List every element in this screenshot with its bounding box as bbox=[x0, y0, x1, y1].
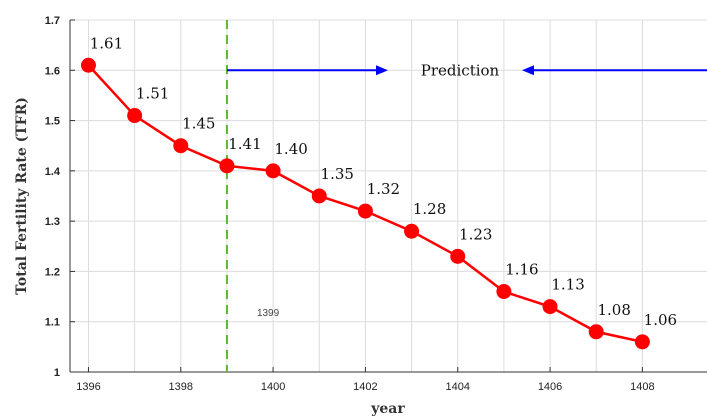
data-label: 1.23 bbox=[459, 225, 492, 243]
vline-label: 1399 bbox=[257, 308, 280, 319]
x-tick-label: 1400 bbox=[261, 381, 285, 393]
y-tick-label: 1 bbox=[54, 367, 60, 379]
plot-area bbox=[70, 20, 707, 372]
x-tick-label: 1396 bbox=[76, 381, 100, 393]
data-label: 1.40 bbox=[274, 140, 307, 158]
data-point bbox=[127, 108, 143, 124]
y-tick-label: 1.3 bbox=[45, 216, 60, 228]
data-point bbox=[80, 57, 96, 73]
data-label: 1.13 bbox=[551, 276, 584, 294]
data-label: 1.32 bbox=[367, 180, 400, 198]
data-point bbox=[357, 203, 373, 219]
data-label: 1.06 bbox=[644, 311, 677, 329]
arrow-right-head bbox=[376, 65, 388, 76]
data-points bbox=[80, 57, 650, 350]
y-tick-label: 1.2 bbox=[45, 266, 60, 278]
x-tick-label: 1398 bbox=[169, 381, 193, 393]
x-tick-label: 1402 bbox=[353, 381, 377, 393]
x-tick-label: 1408 bbox=[630, 381, 654, 393]
y-tick-label: 1.4 bbox=[45, 166, 61, 178]
arrow-left-head bbox=[522, 65, 534, 76]
data-point bbox=[311, 188, 327, 204]
x-axis-title: year bbox=[370, 401, 405, 417]
x-tick-labels: 1396 1398 1400 1402 1404 1406 1408 bbox=[76, 381, 654, 393]
y-tick-label: 1.1 bbox=[45, 317, 60, 329]
prediction-label: Prediction bbox=[421, 61, 500, 79]
data-label: 1.61 bbox=[90, 34, 123, 52]
data-point bbox=[496, 284, 512, 300]
data-point bbox=[404, 223, 420, 239]
y-tick-label: 1.7 bbox=[45, 15, 60, 27]
y-tick-label: 1.5 bbox=[45, 116, 60, 128]
axes bbox=[69, 19, 707, 373]
data-label: 1.45 bbox=[182, 115, 215, 133]
data-label: 1.28 bbox=[413, 200, 446, 218]
y-axis-title: Total Fertility Rate (TFR) bbox=[14, 97, 30, 295]
data-point bbox=[634, 334, 650, 350]
x-tick-label: 1406 bbox=[538, 381, 562, 393]
data-labels: 1.61 1.51 1.45 1.41 1.40 1.35 1.32 1.28 1.23 1.16… bbox=[90, 34, 677, 329]
data-point bbox=[173, 138, 189, 154]
data-label: 1.41 bbox=[228, 135, 261, 153]
prediction-arrows bbox=[226, 65, 707, 76]
data-point bbox=[588, 324, 604, 340]
data-label: 1.51 bbox=[136, 85, 169, 103]
data-point bbox=[265, 163, 281, 179]
data-point bbox=[219, 158, 235, 174]
x-tick-label: 1404 bbox=[445, 381, 469, 393]
y-tick-label: 1.6 bbox=[45, 65, 60, 77]
data-point bbox=[542, 299, 558, 315]
data-point bbox=[450, 248, 466, 264]
data-label: 1.08 bbox=[598, 301, 631, 319]
data-label: 1.35 bbox=[321, 165, 354, 183]
y-tick-labels: 1 1.1 1.2 1.3 1.4 1.5 1.6 1.7 bbox=[45, 15, 61, 379]
data-label: 1.16 bbox=[505, 261, 538, 279]
